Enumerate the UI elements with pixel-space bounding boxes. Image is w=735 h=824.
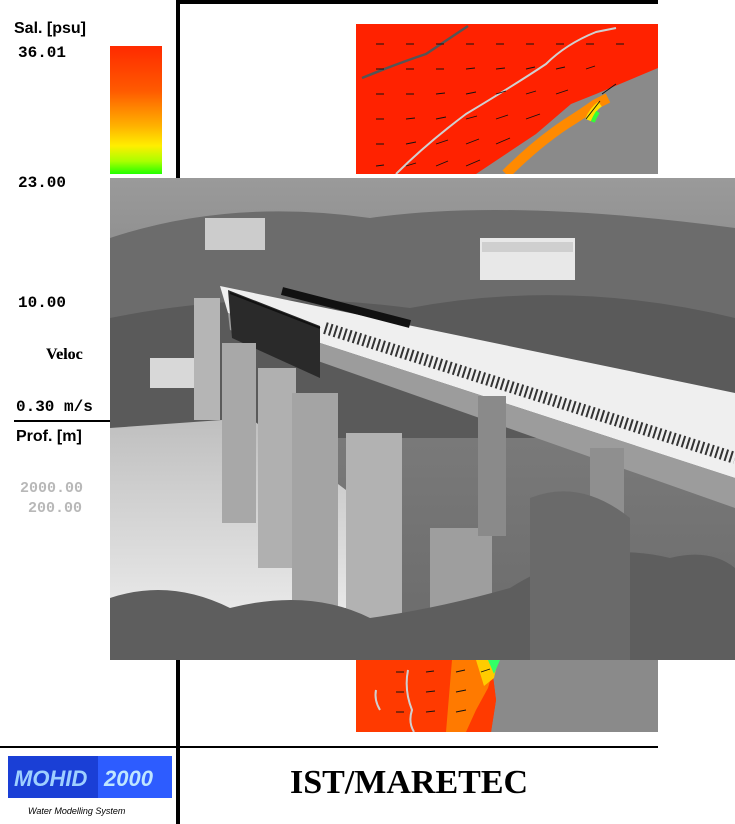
- footer-divider-left: [0, 746, 176, 748]
- svg-text:Water Modelling System: Water Modelling System: [28, 806, 126, 816]
- velocity-label-overlay: Veloc: [46, 346, 83, 363]
- svg-text:MOHID: MOHID: [14, 766, 87, 791]
- organization-name: IST/MARETEC: [290, 764, 529, 801]
- mohid-logo: MOHID 2000 Water Modelling System: [8, 756, 172, 816]
- legend-cutout: [0, 328, 110, 352]
- salinity-min-value: 10.00: [18, 294, 67, 312]
- bridge-photo: [110, 178, 735, 660]
- salinity-map-bottom: [356, 660, 658, 732]
- depth-min-value: 200.00: [28, 500, 83, 517]
- salinity-map-top: [356, 24, 658, 174]
- footer-divider: [180, 746, 658, 748]
- depth-label: Prof. [m]: [16, 428, 82, 445]
- top-border: [180, 0, 658, 4]
- salinity-label: Sal. [psu]: [14, 20, 87, 37]
- salinity-colorbar: [110, 46, 162, 174]
- velocity-separator: [14, 420, 176, 422]
- velocity-scale-value: 0.30 m/s: [16, 398, 93, 416]
- svg-text:2000: 2000: [103, 766, 154, 791]
- salinity-mid-value: 23.00: [18, 174, 67, 192]
- depth-max-value: 2000.00: [20, 480, 84, 497]
- salinity-max-value: 36.01: [18, 44, 67, 62]
